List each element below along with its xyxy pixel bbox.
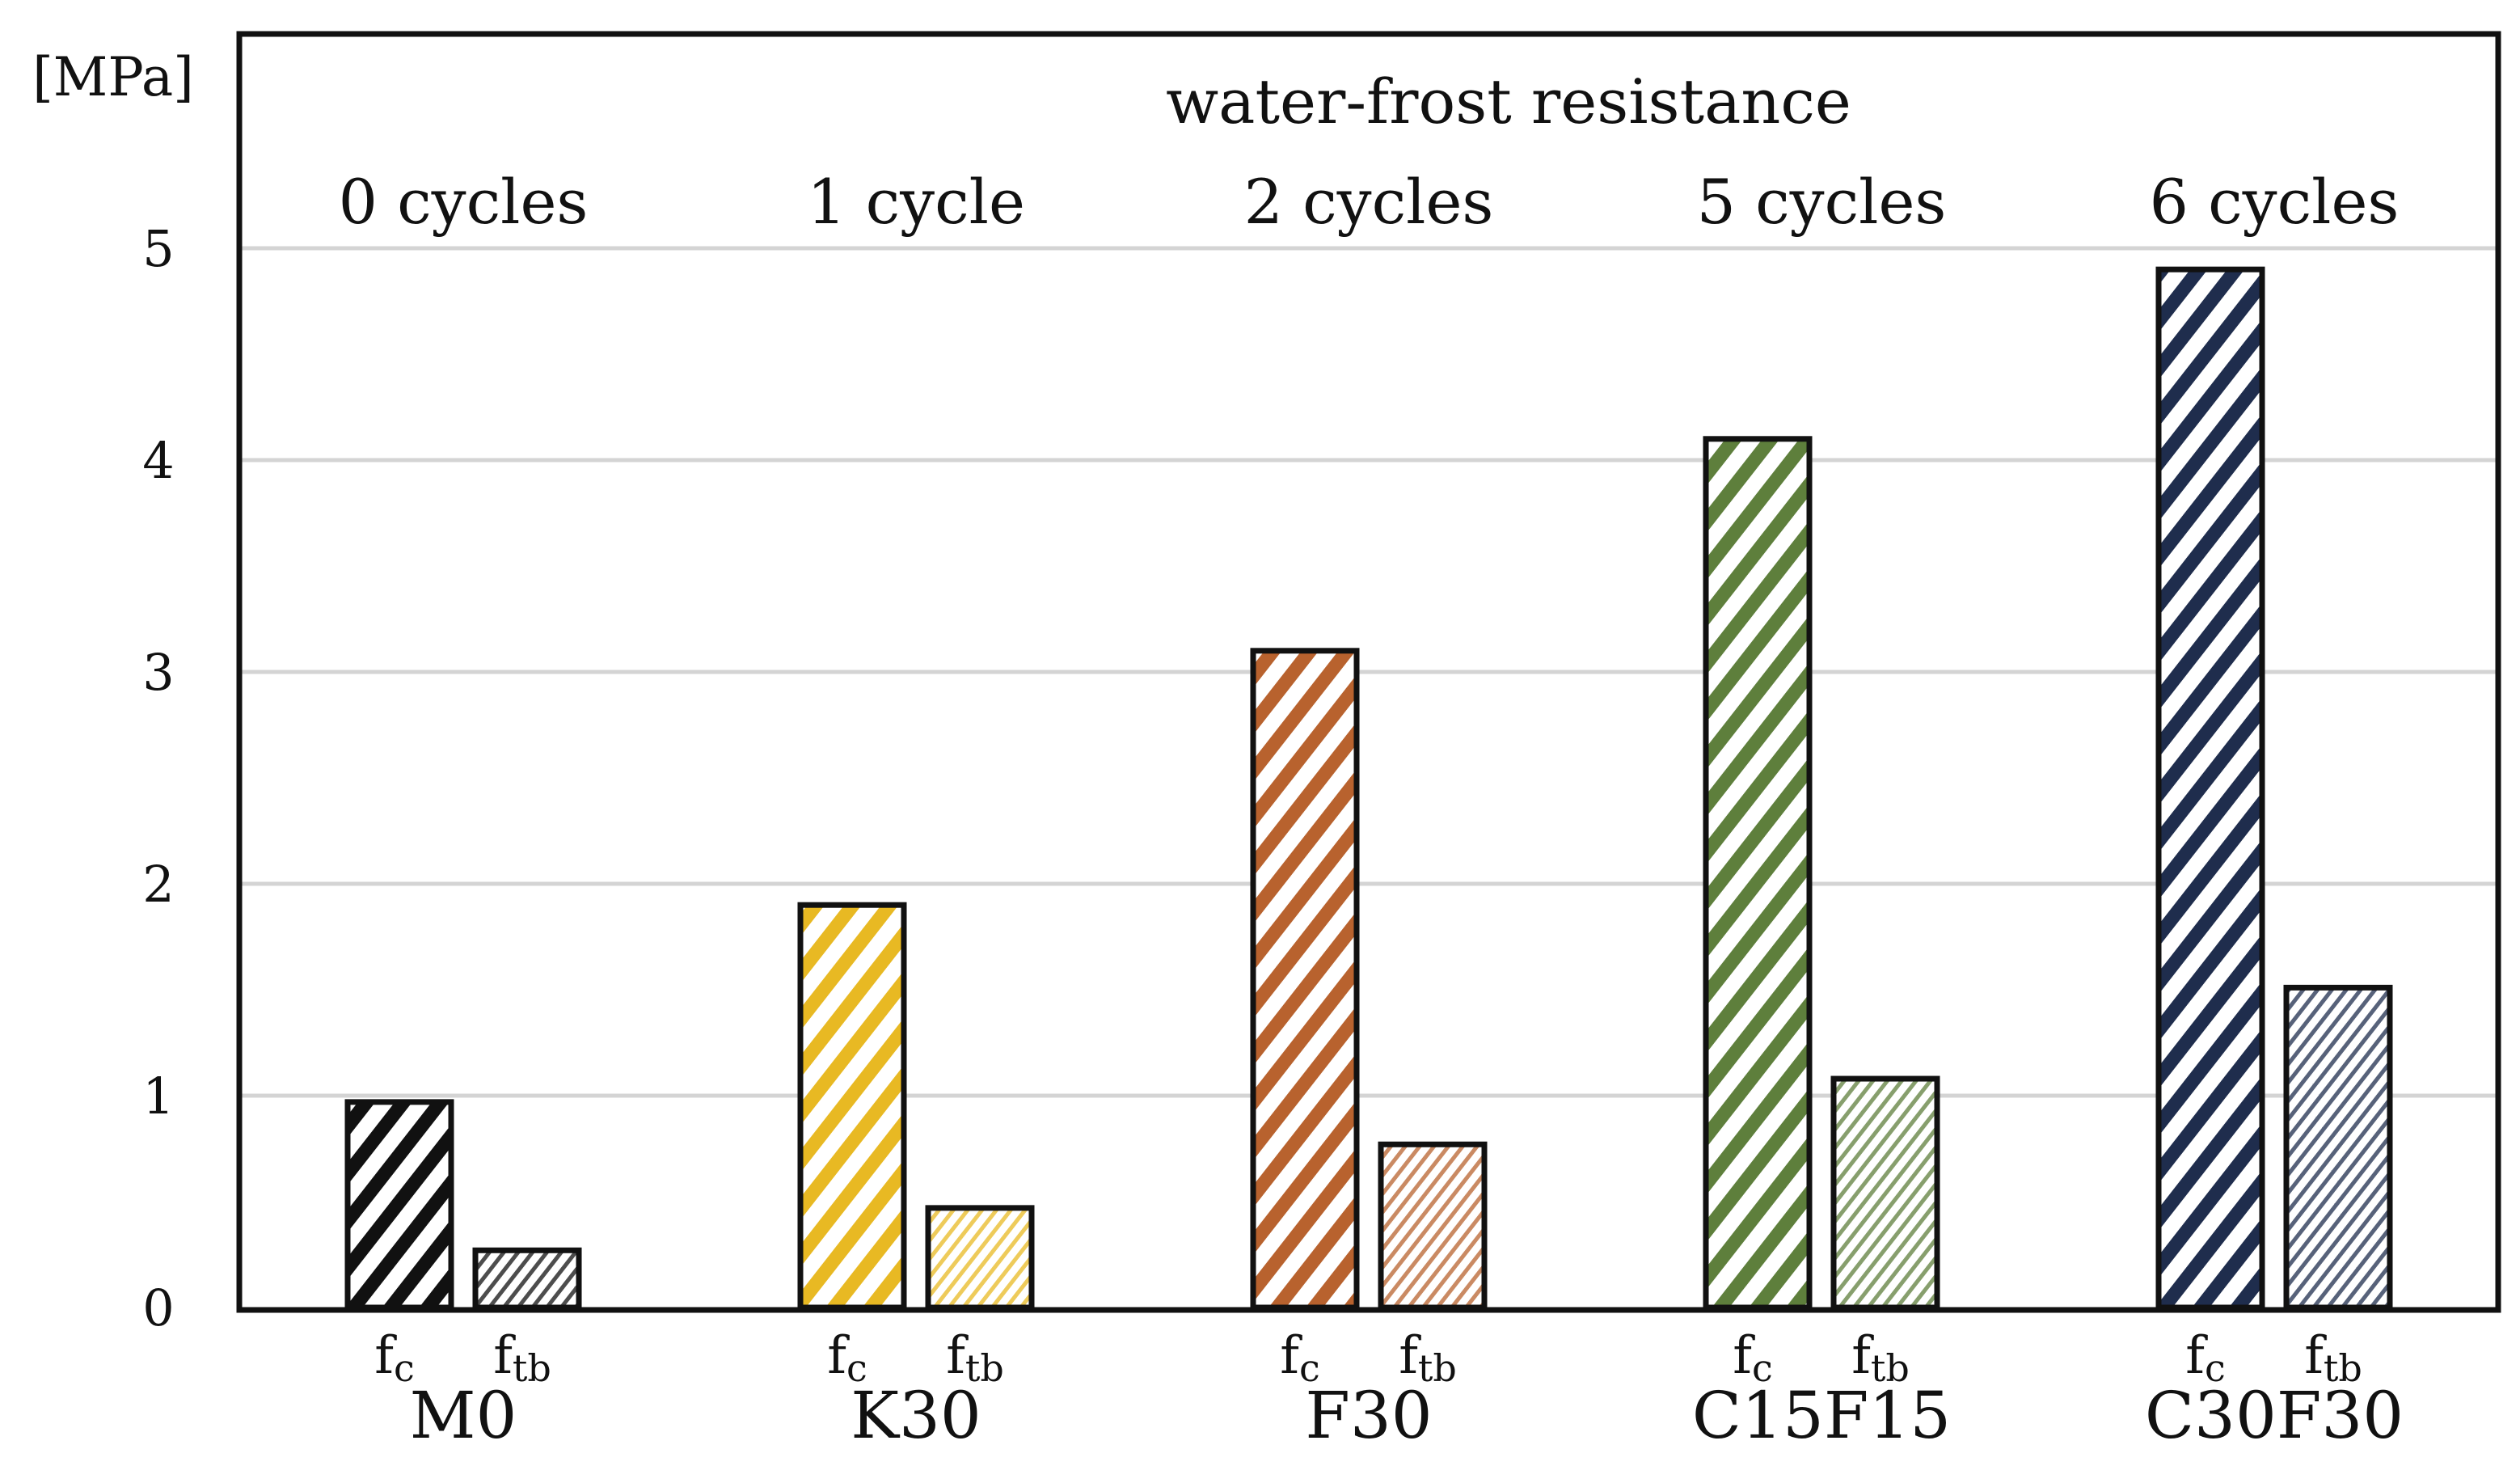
bar-ftb-m0: [472, 1247, 582, 1311]
category-label-k30: K30: [851, 1378, 981, 1453]
y-tick-label-4: 4: [142, 431, 174, 490]
cycles-label-f30: 2 cycles: [1244, 166, 1494, 238]
category-label-f30: F30: [1305, 1378, 1432, 1453]
y-tick-label-2: 2: [142, 855, 174, 914]
annotation-title: water-frost resistance: [1166, 65, 1851, 137]
cycles-label-c15f15: 5 cycles: [1697, 166, 1947, 238]
y-tick-label-3: 3: [142, 643, 174, 702]
bar-label-fc-m0: fc: [374, 1326, 414, 1390]
category-label-m0: M0: [410, 1378, 517, 1453]
cycles-label-k30: 1 cycle: [807, 166, 1025, 238]
category-label-c30f30: C30F30: [2145, 1378, 2404, 1453]
bar-ftb-c15f15: [1830, 1075, 1940, 1311]
bar-fc-f30: [1250, 648, 1360, 1311]
bar-fc-m0: [344, 1099, 454, 1311]
bar-ftb-k30: [925, 1205, 1035, 1311]
bar-ftb-c30f30: [2283, 984, 2393, 1311]
plot-frame: [236, 31, 2501, 1313]
y-tick-label-5: 5: [142, 219, 174, 278]
bar-fc-c15f15: [1703, 436, 1813, 1311]
bar-fc-k30: [797, 902, 907, 1311]
y-axis-unit-label: [MPa]: [32, 46, 194, 108]
y-tick-label-0: 0: [142, 1278, 174, 1337]
bar-fc-c30f30: [2155, 266, 2265, 1311]
bar-ftb-f30: [1378, 1141, 1488, 1311]
category-label-c15f15: C15F15: [1692, 1378, 1951, 1453]
cycles-label-m0: 0 cycles: [339, 166, 589, 238]
cycles-label-c30f30: 6 cycles: [2150, 166, 2400, 238]
y-tick-label-1: 1: [142, 1067, 174, 1126]
